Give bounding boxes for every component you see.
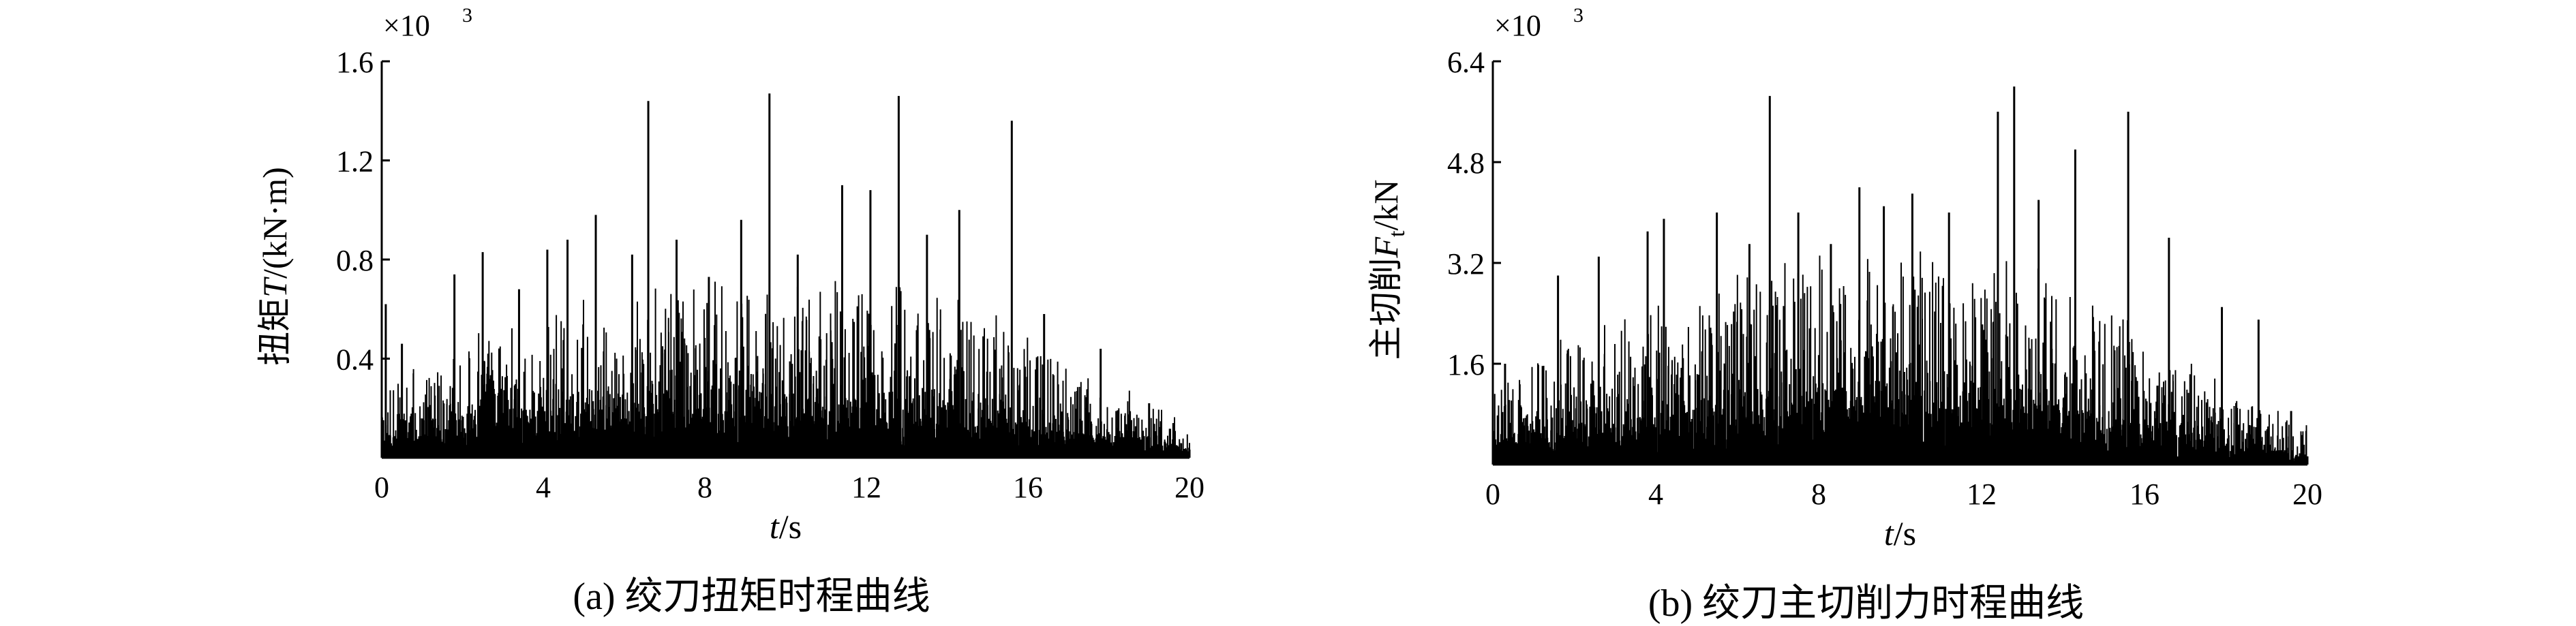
noise-spikes <box>1492 251 2308 465</box>
force-x-label-unit: /s <box>1894 514 1916 552</box>
y-tick-label: 1.2 <box>336 145 374 178</box>
torque-peak-series <box>384 93 1175 458</box>
x-tick-label: 16 <box>1013 471 1043 504</box>
x-tick-label: 8 <box>697 471 712 504</box>
torque-y-multiplier: ×10 <box>383 9 430 42</box>
force-noise-series <box>1492 251 2308 465</box>
x-tick-label: 20 <box>2292 478 2322 511</box>
torque-y-label-var: T <box>256 277 294 298</box>
y-tick-label: 0.4 <box>336 343 374 377</box>
x-tick-label: 12 <box>851 471 881 504</box>
torque-x-label-unit: /s <box>779 507 802 546</box>
x-tick-label: 8 <box>1811 478 1826 511</box>
x-tick-label: 0 <box>374 471 389 504</box>
y-tick-label: 3.2 <box>1447 247 1485 281</box>
torque-noise-series <box>381 277 1190 458</box>
force-y-label: 主切削Ft/kN <box>1367 180 1410 360</box>
y-tick-label: 4.8 <box>1447 146 1485 180</box>
x-tick-label: 16 <box>2130 478 2160 511</box>
force-y-multiplier-exponent: 3 <box>1573 4 1584 27</box>
torque-x-label: t/s <box>770 507 802 546</box>
force-y-label-unit: /kN <box>1367 180 1405 231</box>
force-y-label-prefix: 主切削 <box>1367 258 1405 360</box>
force-y-label-var: F <box>1367 237 1405 259</box>
force-x-label: t/s <box>1884 514 1916 552</box>
x-tick-label: 4 <box>1648 478 1663 511</box>
force-y-ticks: 1.6 3.2 4.8 6.4 <box>1447 46 1501 381</box>
y-tick-label: 1.6 <box>336 46 374 79</box>
torque-y-label: 扭矩T/(kN·m) <box>256 167 294 366</box>
y-tick-label: 6.4 <box>1447 46 1485 79</box>
force-y-label-subscript: t <box>1384 230 1410 237</box>
y-tick-label: 0.8 <box>336 244 374 277</box>
force-peak-series <box>1504 87 2292 465</box>
torque-y-multiplier-exponent: 3 <box>462 4 472 27</box>
torque-y-label-unit: /(kN·m) <box>256 167 294 279</box>
panel-b-cutting-force: 0 4 8 12 16 20 1.6 3.2 4.8 6.4 ×10 3 t/s 主切削Ft/k… <box>1367 4 2322 625</box>
torque-caption: (a) 绞刀扭矩时程曲线 <box>573 576 930 618</box>
force-x-ticks: 0 4 8 12 16 20 <box>1485 456 2322 511</box>
force-x-label-var: t <box>1884 514 1894 552</box>
torque-x-label-var: t <box>770 507 780 546</box>
x-tick-label: 20 <box>1175 471 1204 504</box>
x-tick-label: 0 <box>1485 478 1500 511</box>
noise-spikes <box>381 277 1190 458</box>
torque-x-ticks: 0 4 8 12 16 20 <box>374 450 1204 504</box>
torque-y-label-prefix: 扭矩 <box>256 298 294 366</box>
force-y-multiplier: ×10 <box>1494 9 1541 42</box>
force-caption: (b) 绞刀主切削力时程曲线 <box>1648 582 2084 625</box>
torque-y-ticks: 0.4 0.8 1.2 1.6 <box>336 46 390 377</box>
x-tick-label: 4 <box>536 471 551 504</box>
panel-a-torque: 0 4 8 12 16 20 0.4 0.8 1.2 1.6 ×10 3 t/s 扭矩T/(kN… <box>256 4 1204 618</box>
x-tick-label: 12 <box>1967 478 1997 511</box>
y-tick-label: 1.6 <box>1447 348 1485 381</box>
